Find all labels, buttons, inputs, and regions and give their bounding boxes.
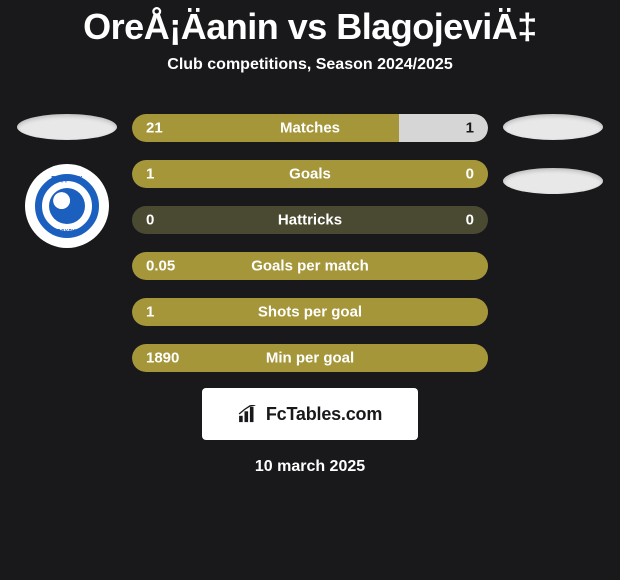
watermark: FcTables.com xyxy=(202,388,418,440)
crest-text-bottom: СУРДУЛИЦА xyxy=(35,229,99,235)
stat-row: 1 Shots per goal xyxy=(132,298,488,326)
stat-row: 1890 Min per goal xyxy=(132,344,488,372)
stat-fill-left xyxy=(132,114,399,142)
stats-list: 21 Matches 1 1 Goals 0 0 Hattricks 0 0.05 Goals pe… xyxy=(128,114,492,372)
soccer-ball-icon xyxy=(49,188,85,224)
stat-label: Goals xyxy=(289,166,331,183)
left-player-chip xyxy=(17,114,117,140)
stat-value-left: 0.05 xyxy=(146,258,175,275)
stat-value-right: 1 xyxy=(466,120,474,137)
stat-value-left: 0 xyxy=(146,212,154,229)
stat-value-left: 21 xyxy=(146,120,163,137)
snapshot-date: 10 march 2025 xyxy=(0,458,620,476)
bar-chart-icon xyxy=(238,405,260,423)
stat-value-right: 0 xyxy=(466,166,474,183)
stat-row: 0.05 Goals per match xyxy=(132,252,488,280)
stat-label: Hattricks xyxy=(278,212,342,229)
stat-value-right: 0 xyxy=(466,212,474,229)
stat-label: Goals per match xyxy=(251,258,369,275)
stat-row: 1 Goals 0 xyxy=(132,160,488,188)
stat-row: 21 Matches 1 xyxy=(132,114,488,142)
watermark-text: FcTables.com xyxy=(266,404,382,425)
left-player-crest: РАДНИК СУРДУЛИЦА xyxy=(25,164,109,248)
right-player-col xyxy=(492,114,614,194)
crest-text-top: РАДНИК xyxy=(35,176,99,183)
stat-row: 0 Hattricks 0 xyxy=(132,206,488,234)
stat-value-left: 1 xyxy=(146,166,154,183)
stat-label: Matches xyxy=(280,120,340,137)
stat-value-left: 1 xyxy=(146,304,154,321)
stat-label: Min per goal xyxy=(266,350,354,367)
left-player-col: РАДНИК СУРДУЛИЦА xyxy=(6,114,128,248)
stat-fill-right xyxy=(399,114,488,142)
page-subtitle: Club competitions, Season 2024/2025 xyxy=(0,56,620,74)
right-player-chip-2 xyxy=(503,168,603,194)
stat-value-left: 1890 xyxy=(146,350,179,367)
comparison-panel: РАДНИК СУРДУЛИЦА 21 Matches 1 1 Goals 0 0 Hattr… xyxy=(0,114,620,372)
stat-label: Shots per goal xyxy=(258,304,362,321)
page-title: OreÅ¡Äanin vs BlagojeviÄ‡ xyxy=(0,0,620,48)
right-player-chip xyxy=(503,114,603,140)
